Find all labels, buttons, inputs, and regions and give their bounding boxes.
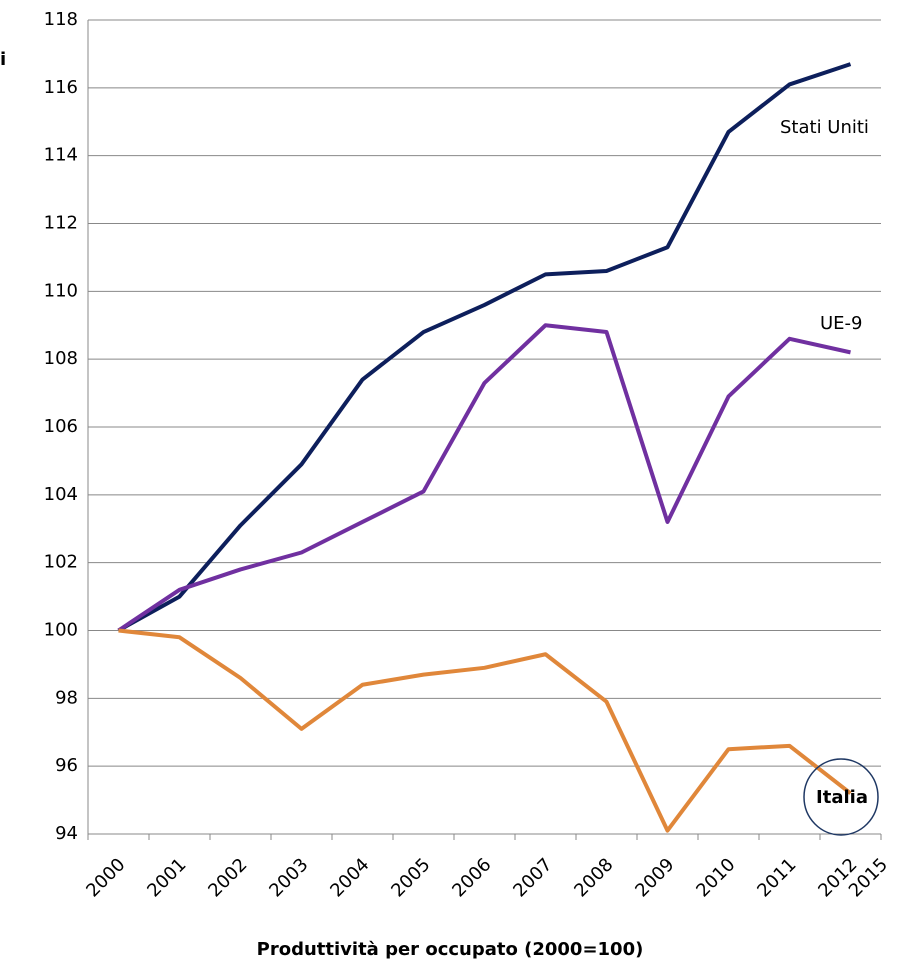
- x-tick-label: 2000: [82, 854, 129, 901]
- x-tick-label: 2010: [692, 854, 739, 901]
- y-tick-label: 96: [55, 755, 78, 776]
- y-tick-label: 114: [44, 145, 78, 166]
- y-tick-label: 98: [55, 687, 78, 708]
- y-tick-label: 116: [44, 77, 78, 98]
- line-series: [117, 323, 851, 633]
- y-tick-label: 104: [44, 484, 78, 505]
- x-tick-label: 2004: [326, 854, 373, 901]
- x-tick-label: 2006: [448, 854, 495, 901]
- series-label: UE-9: [820, 313, 863, 334]
- y-tick-label: 106: [44, 416, 78, 437]
- y-tick-label: 94: [55, 823, 78, 844]
- x-tick-label: 2003: [265, 854, 312, 901]
- line-series: [117, 62, 852, 633]
- y-tick-label: 110: [44, 280, 78, 301]
- line-series: [118, 628, 852, 833]
- y-tick-label: 112: [44, 213, 78, 234]
- y-tick-label: 118: [44, 9, 78, 30]
- y-tick-label: 108: [44, 348, 78, 369]
- x-tick-label: 2001: [143, 854, 190, 901]
- series-label: Stati Uniti: [780, 117, 869, 138]
- x-tick-label: 2008: [570, 854, 617, 901]
- x-tick-label: 2009: [631, 854, 678, 901]
- series-label: Italia: [816, 787, 868, 808]
- y-axis-title: i: [0, 49, 6, 70]
- x-tick-label: 2011: [753, 854, 800, 901]
- x-tick-label: 2005: [387, 854, 434, 901]
- x-tick-label: 2002: [204, 854, 251, 901]
- y-tick-label: 102: [44, 552, 78, 573]
- x-tick-label: 2007: [509, 854, 556, 901]
- y-tick-label: 100: [44, 620, 78, 641]
- highlight-circle: [803, 758, 879, 836]
- x-axis-title: Produttività per occupato (2000=100): [257, 939, 644, 960]
